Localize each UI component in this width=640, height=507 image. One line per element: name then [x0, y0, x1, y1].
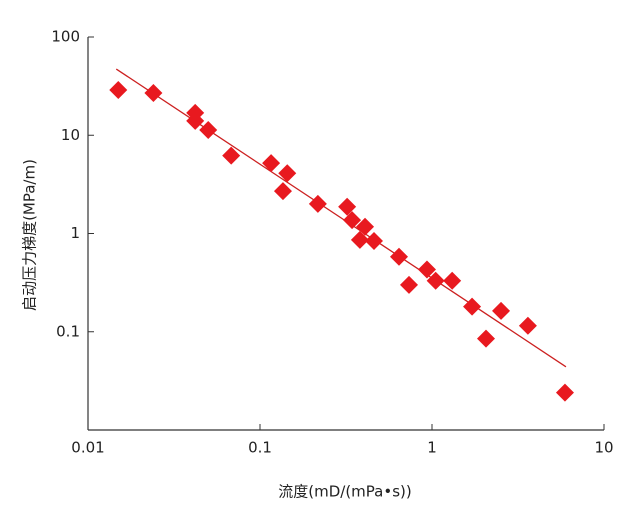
point	[338, 197, 357, 216]
point	[364, 231, 383, 250]
y-tick-label: 1	[70, 224, 80, 242]
point	[262, 154, 281, 173]
point	[222, 146, 241, 165]
point	[400, 275, 419, 294]
y-tick-label: 0.1	[56, 322, 80, 340]
y-axis-label: 启动压力梯度(MPa/m)	[21, 159, 39, 311]
point	[273, 182, 292, 201]
point	[555, 383, 574, 402]
point	[144, 84, 163, 103]
fit-line	[115, 68, 567, 368]
point	[356, 217, 375, 236]
y-tick-label: 100	[51, 28, 80, 46]
x-axis-label: 流度(mD/(mPa•s))	[278, 483, 411, 501]
point	[518, 316, 537, 335]
point	[492, 301, 511, 320]
point	[476, 329, 495, 348]
point	[343, 211, 362, 230]
point	[199, 121, 218, 140]
x-tick-label: 0.1	[248, 439, 272, 457]
point	[443, 271, 462, 290]
point	[463, 297, 482, 316]
point	[417, 260, 436, 279]
x-tick-label: 1	[427, 439, 437, 457]
point	[186, 111, 205, 130]
y-tick-label: 10	[61, 126, 80, 144]
point	[109, 80, 128, 99]
point	[350, 230, 369, 249]
point	[390, 247, 409, 266]
point	[426, 271, 445, 290]
point	[308, 194, 327, 213]
x-tick-label: 10	[594, 439, 613, 457]
x-tick-label: 0.01	[71, 439, 104, 457]
point	[278, 164, 297, 183]
